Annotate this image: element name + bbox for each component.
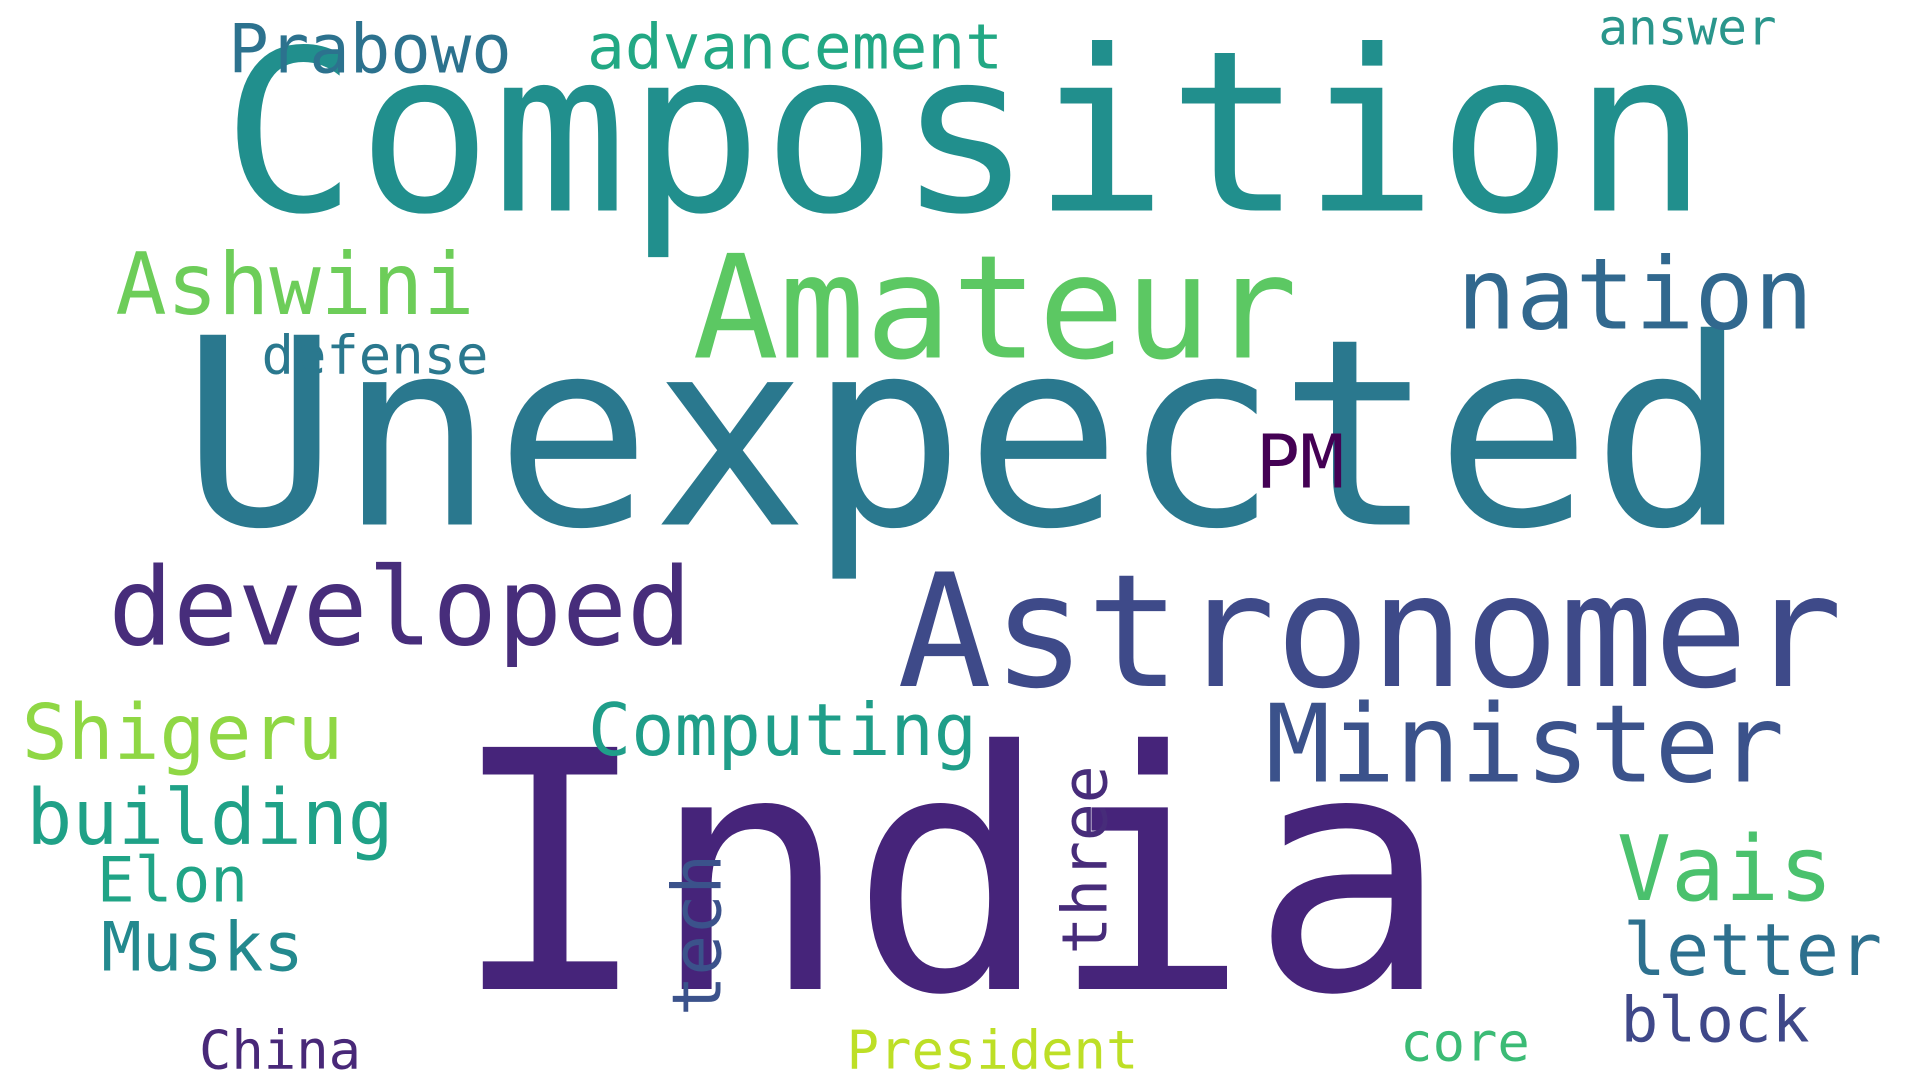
word-ashwini: Ashwini bbox=[115, 236, 474, 335]
word-unexpected: Unexpected bbox=[182, 284, 1749, 587]
word-astronomer: Astronomer bbox=[897, 541, 1843, 724]
word-amateur: Amateur bbox=[692, 225, 1297, 392]
word-core: core bbox=[1400, 1011, 1530, 1074]
word-computing: Computing bbox=[588, 688, 977, 772]
word-developed: developed bbox=[108, 546, 692, 671]
word-shigeru: Shigeru bbox=[22, 688, 343, 777]
word-answer: answer bbox=[1598, 0, 1776, 57]
word-defense: defense bbox=[262, 324, 489, 387]
word-nation: nation bbox=[1457, 238, 1814, 353]
word-vais: Vais bbox=[1617, 818, 1833, 922]
word-tech: tech bbox=[659, 854, 737, 1016]
word-letter: letter bbox=[1623, 908, 1882, 992]
word-pm: PM bbox=[1256, 421, 1345, 506]
word-india: India bbox=[450, 682, 1450, 1068]
word-building: building bbox=[26, 773, 393, 862]
word-three: three bbox=[1049, 765, 1122, 954]
word-advancement: advancement bbox=[587, 11, 1003, 84]
word-elon: Elon bbox=[97, 844, 248, 917]
word-musks: Musks bbox=[101, 909, 304, 987]
word-china: China bbox=[199, 1019, 361, 1080]
word-prabowo: Prabowo bbox=[228, 11, 512, 89]
word-president: President bbox=[847, 1019, 1139, 1080]
word-composition: Composition bbox=[222, 3, 1708, 264]
word-block: block bbox=[1620, 984, 1809, 1057]
word-minister: Minister bbox=[1266, 683, 1785, 808]
